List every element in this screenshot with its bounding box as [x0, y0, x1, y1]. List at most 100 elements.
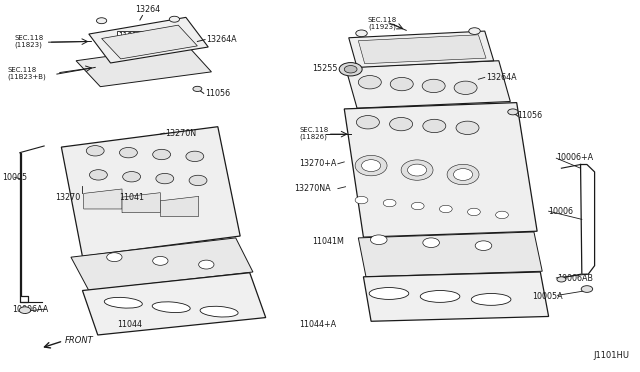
Ellipse shape [408, 164, 427, 176]
Circle shape [356, 30, 367, 37]
Circle shape [339, 62, 362, 76]
Ellipse shape [447, 164, 479, 185]
Circle shape [120, 147, 138, 158]
Text: 11812: 11812 [118, 32, 142, 41]
Text: 11044+A: 11044+A [300, 321, 337, 330]
Circle shape [508, 109, 518, 115]
Polygon shape [122, 193, 161, 213]
Text: (11B23+B): (11B23+B) [7, 73, 46, 80]
Circle shape [153, 256, 168, 265]
Text: (11826): (11826) [300, 134, 328, 140]
Ellipse shape [362, 160, 381, 171]
Text: 10006: 10006 [548, 207, 573, 216]
Text: 13270: 13270 [55, 193, 80, 202]
Circle shape [90, 170, 108, 180]
Circle shape [86, 145, 104, 156]
Text: J1101HU: J1101HU [594, 351, 630, 360]
Circle shape [468, 28, 480, 35]
Circle shape [467, 208, 480, 216]
Circle shape [97, 18, 107, 24]
Text: FRONT: FRONT [65, 336, 93, 346]
Text: 10006AA: 10006AA [12, 305, 49, 314]
Text: SEC.118: SEC.118 [15, 35, 44, 42]
Text: 10005: 10005 [2, 173, 27, 182]
Polygon shape [83, 273, 266, 335]
Circle shape [344, 65, 357, 73]
Polygon shape [349, 31, 493, 67]
Circle shape [189, 175, 207, 186]
Polygon shape [84, 189, 122, 209]
Ellipse shape [401, 160, 433, 180]
Ellipse shape [369, 288, 409, 299]
Text: 13264A: 13264A [486, 73, 516, 82]
Circle shape [390, 77, 413, 91]
Text: 13264: 13264 [135, 6, 160, 15]
Text: (11923): (11923) [368, 23, 396, 29]
Polygon shape [358, 232, 542, 277]
Polygon shape [76, 45, 211, 87]
Text: 13270N: 13270N [166, 128, 196, 138]
Circle shape [186, 151, 204, 161]
Circle shape [440, 205, 452, 213]
Text: 11041M: 11041M [312, 237, 344, 246]
Ellipse shape [152, 302, 190, 312]
Text: 10006AB: 10006AB [557, 274, 593, 283]
Circle shape [170, 16, 179, 22]
Text: 11041: 11041 [119, 193, 144, 202]
Polygon shape [358, 35, 486, 64]
Circle shape [423, 238, 440, 247]
Circle shape [390, 118, 413, 131]
Ellipse shape [104, 297, 142, 308]
Text: 11810P 11012+A: 11810P 11012+A [115, 42, 168, 47]
Text: SEC.118: SEC.118 [300, 127, 329, 134]
Circle shape [153, 149, 171, 160]
Text: 11056: 11056 [516, 111, 542, 120]
Circle shape [557, 277, 566, 282]
Text: SEC.118: SEC.118 [7, 67, 36, 73]
Polygon shape [89, 17, 208, 63]
Circle shape [198, 260, 214, 269]
Circle shape [19, 307, 31, 314]
Polygon shape [161, 196, 198, 217]
Text: 11810PA: 11810PA [115, 48, 141, 53]
Text: 13264A: 13264A [206, 35, 237, 44]
Circle shape [193, 86, 202, 92]
Text: 13264+A: 13264+A [440, 45, 477, 54]
Polygon shape [364, 272, 548, 321]
Text: 13270NA: 13270NA [294, 185, 331, 193]
Circle shape [156, 173, 173, 184]
Polygon shape [102, 25, 197, 59]
Text: 15255: 15255 [312, 64, 338, 73]
Circle shape [495, 211, 508, 219]
Polygon shape [344, 103, 537, 237]
Circle shape [422, 79, 445, 93]
Text: 11056: 11056 [205, 89, 230, 98]
Ellipse shape [471, 294, 511, 305]
Text: 10006+A: 10006+A [556, 153, 593, 161]
Circle shape [123, 171, 141, 182]
Ellipse shape [200, 306, 238, 317]
Ellipse shape [355, 155, 387, 176]
Circle shape [356, 116, 380, 129]
Circle shape [355, 196, 368, 204]
Circle shape [454, 81, 477, 94]
Circle shape [412, 202, 424, 210]
Polygon shape [71, 238, 253, 291]
Text: (11823): (11823) [15, 42, 43, 48]
Circle shape [475, 241, 492, 250]
Ellipse shape [420, 291, 460, 302]
Circle shape [423, 119, 446, 133]
Text: SEC.118: SEC.118 [368, 17, 397, 23]
Circle shape [581, 286, 593, 292]
Circle shape [107, 253, 122, 262]
Circle shape [358, 76, 381, 89]
Circle shape [456, 121, 479, 135]
Polygon shape [61, 127, 240, 256]
Polygon shape [346, 61, 510, 108]
Text: 11044: 11044 [118, 321, 143, 330]
Ellipse shape [454, 169, 472, 180]
Text: 10005A: 10005A [532, 292, 563, 301]
Text: 13270+A: 13270+A [300, 159, 337, 168]
Circle shape [371, 235, 387, 244]
Circle shape [383, 199, 396, 207]
